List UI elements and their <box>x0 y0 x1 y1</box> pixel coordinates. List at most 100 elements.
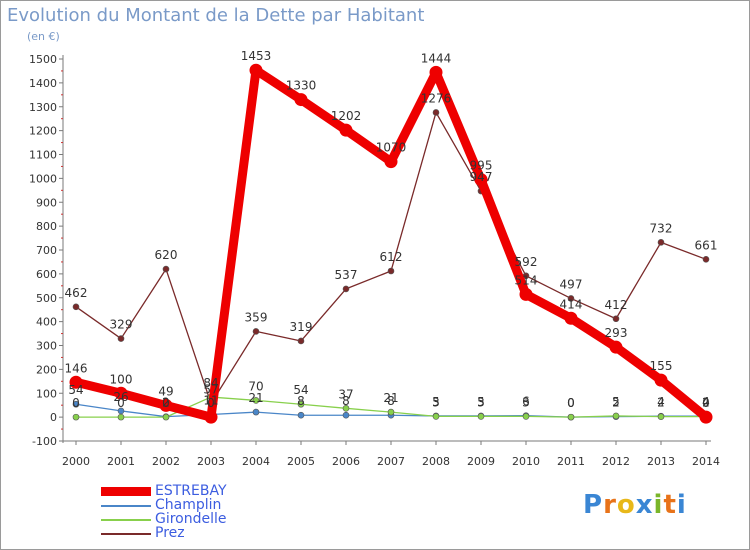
data-point-estrebay <box>654 373 668 387</box>
x-tick-label: 2002 <box>152 455 180 468</box>
data-label-champlin: 11 <box>203 393 218 407</box>
legend-item-prez: Prez <box>101 525 301 541</box>
data-point-estrebay <box>114 386 128 400</box>
x-tick-label: 2001 <box>107 455 135 468</box>
y-tick-label: 1300 <box>29 101 57 114</box>
data-label-girondelle: 0 <box>567 396 575 410</box>
data-label-champlin: 4 <box>657 395 665 409</box>
proxiti-logo: Proxiti <box>583 490 687 520</box>
data-label-champlin: 8 <box>342 394 350 408</box>
data-label-estrebay: 1330 <box>286 79 317 93</box>
y-tick-label: 1200 <box>29 125 57 138</box>
data-label-estrebay: 0 <box>702 396 710 410</box>
data-point-prez <box>162 265 170 273</box>
data-label-girondelle: 70 <box>248 379 263 393</box>
data-point-girondelle <box>567 413 575 421</box>
y-tick-label: 800 <box>36 220 57 233</box>
data-label-estrebay: 155 <box>650 359 673 373</box>
x-tick-label: 2013 <box>647 455 675 468</box>
data-label-prez: 612 <box>380 250 403 264</box>
data-label-champlin: 2 <box>162 396 170 410</box>
data-label-girondelle: 2 <box>702 396 710 410</box>
y-tick-label: 700 <box>36 244 57 257</box>
data-point-girondelle <box>297 400 305 408</box>
data-point-girondelle <box>477 413 485 420</box>
data-label-estrebay: 1202 <box>331 109 362 123</box>
data-point-girondelle <box>72 413 80 421</box>
x-tick-label: 2008 <box>422 455 450 468</box>
series-line-estrebay <box>71 65 711 422</box>
data-point-prez <box>252 328 260 335</box>
data-label-prez: 497 <box>560 277 583 291</box>
legend-item-estrebay: ESTREBAY <box>101 483 301 499</box>
data-point-champlin <box>252 408 260 416</box>
data-label-champlin: 21 <box>248 391 263 405</box>
data-label-girondelle: 3 <box>432 395 440 409</box>
data-point-estrebay <box>204 410 218 424</box>
x-tick-label: 2009 <box>467 455 495 468</box>
x-tick-label: 2014 <box>692 455 720 468</box>
data-label-prez: 462 <box>65 286 88 300</box>
x-tick-label: 2005 <box>287 455 315 468</box>
chart-subtitle: (en €) <box>27 30 60 43</box>
y-tick-label: 500 <box>36 292 57 305</box>
data-point-prez <box>297 337 305 345</box>
data-label-prez: 592 <box>515 255 538 269</box>
data-label-girondelle: 3 <box>477 395 485 409</box>
data-label-girondelle: 0 <box>72 396 80 410</box>
legend-swatch-prez <box>101 533 151 535</box>
data-point-estrebay <box>519 287 533 301</box>
data-point-estrebay <box>384 155 398 169</box>
data-label-estrebay: 0 <box>207 396 215 410</box>
data-point-prez <box>72 303 80 311</box>
data-label-prez: 947 <box>470 170 493 184</box>
data-label-girondelle: 3 <box>522 395 530 409</box>
data-label-prez: 57 <box>203 383 218 397</box>
data-label-estrebay: 100 <box>110 372 133 386</box>
data-label-estrebay: 1444 <box>421 51 452 65</box>
data-label-champlin: 26 <box>113 390 128 404</box>
x-tick-label: 2012 <box>602 455 630 468</box>
data-point-girondelle <box>612 412 620 420</box>
logo-letter: x <box>635 490 654 520</box>
data-point-estrebay <box>474 173 488 187</box>
x-tick-label: 2006 <box>332 455 360 468</box>
data-label-estrebay: 293 <box>605 326 628 340</box>
data-label-prez: 537 <box>335 268 358 282</box>
data-label-estrebay: 1070 <box>376 141 407 155</box>
data-label-girondelle: 2 <box>657 396 665 410</box>
y-tick-label: 400 <box>36 316 57 329</box>
legend: ESTREBAY Champlin Girondelle Prez <box>101 483 301 541</box>
data-point-girondelle <box>432 413 440 420</box>
legend-swatch-girondelle <box>101 519 151 521</box>
legend-swatch-champlin <box>101 505 151 507</box>
legend-label-prez: Prez <box>155 525 185 541</box>
legend-label-estrebay: ESTREBAY <box>155 483 227 499</box>
y-tick-label: 1400 <box>29 77 57 90</box>
data-point-prez <box>117 335 125 342</box>
y-tick-label: 0 <box>50 411 57 424</box>
data-point-estrebay <box>69 375 83 389</box>
data-point-girondelle <box>657 413 665 420</box>
logo-letter: i <box>653 490 664 520</box>
data-point-estrebay <box>294 93 308 107</box>
data-label-estrebay: 514 <box>515 273 538 287</box>
x-tick-label: 2010 <box>512 455 540 468</box>
data-point-girondelle <box>252 397 260 404</box>
data-label-estrebay: 1453 <box>241 49 272 63</box>
data-point-girondelle <box>342 404 350 412</box>
data-point-girondelle <box>387 408 395 416</box>
y-tick-label: 900 <box>36 196 57 209</box>
logo-letter: t <box>663 490 677 520</box>
data-point-girondelle <box>522 413 530 420</box>
data-point-estrebay <box>609 340 623 354</box>
data-point-prez <box>342 285 350 293</box>
data-point-prez <box>702 256 710 263</box>
data-point-estrebay <box>429 65 443 79</box>
data-label-champlin: 4 <box>702 395 710 409</box>
y-tick-label: 1100 <box>29 149 57 162</box>
data-point-estrebay <box>339 123 353 137</box>
y-tick-label: 1000 <box>29 172 57 185</box>
chart-title: Evolution du Montant de la Dette par Hab… <box>7 5 425 26</box>
